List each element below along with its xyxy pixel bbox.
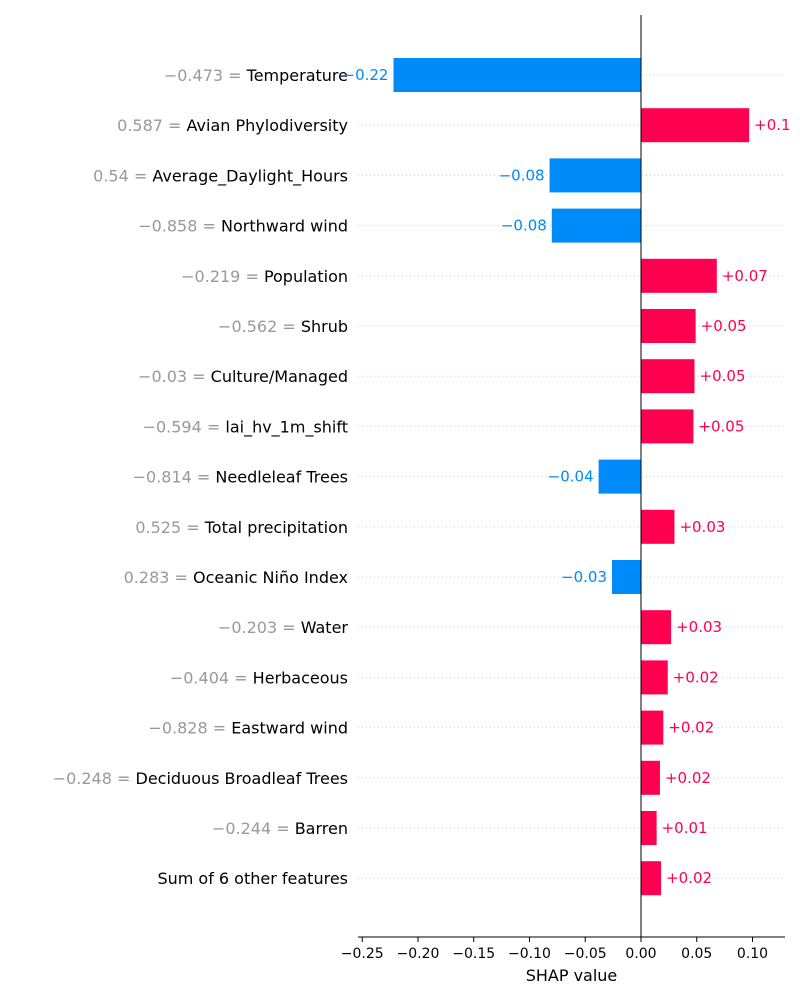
x-tick-label: −0.10: [508, 946, 551, 962]
bar-value-label: +0.05: [700, 367, 746, 385]
feature-label: −0.858 = Northward wind: [138, 217, 348, 236]
feature-label: 0.587 = Avian Phylodiversity: [117, 116, 348, 135]
feature-value: −0.562 =: [218, 317, 301, 336]
feature-name: Avian Phylodiversity: [187, 116, 348, 135]
feature-value: −0.594 =: [143, 417, 226, 436]
bar: [641, 811, 657, 845]
feature-value: −0.219 =: [181, 267, 264, 286]
feature-value: 0.283 =: [124, 568, 193, 587]
bar-value-label: +0.03: [676, 618, 722, 636]
bar: [641, 258, 717, 293]
bar-value-label: +0.1: [754, 116, 790, 134]
feature-label: −0.244 = Barren: [212, 819, 348, 838]
bar-value-label: +0.01: [662, 819, 708, 837]
feature-name: Eastward wind: [231, 719, 348, 738]
bar-value-label: +0.02: [673, 668, 719, 686]
bar: [551, 208, 641, 243]
feature-name: Average_Daylight_Hours: [152, 166, 348, 186]
bar-value-label: −0.22: [343, 66, 389, 84]
feature-label: −0.562 = Shrub: [218, 317, 348, 336]
x-tick-label: −0.15: [452, 946, 495, 962]
feature-value: −0.473 =: [164, 66, 247, 85]
x-tick-label: 0.10: [737, 946, 768, 962]
feature-name: Deciduous Broadleaf Trees: [136, 769, 349, 788]
feature-label: −0.404 = Herbaceous: [170, 668, 348, 687]
feature-value: −0.858 =: [138, 217, 221, 236]
feature-value: −0.814 =: [133, 468, 216, 487]
feature-label: 0.525 = Total precipitation: [135, 518, 348, 537]
feature-label: −0.203 = Water: [218, 618, 349, 637]
bar: [549, 158, 641, 193]
bar: [641, 710, 664, 745]
feature-label: −0.473 = Temperature: [164, 66, 348, 85]
x-tick-label: −0.20: [397, 946, 440, 962]
feature-label: −0.814 = Needleleaf Trees: [133, 468, 348, 487]
bar-value-label: +0.05: [701, 317, 747, 335]
feature-label: −0.248 = Deciduous Broadleaf Trees: [53, 769, 348, 788]
bar: [641, 359, 695, 394]
feature-label: 0.283 = Oceanic Niño Index: [124, 568, 348, 587]
feature-value: −0.248 =: [53, 769, 136, 788]
x-tick-label: 0.05: [681, 946, 712, 962]
bar: [641, 509, 675, 544]
x-axis-label: SHAP value: [526, 966, 618, 985]
feature-name: Oceanic Niño Index: [193, 568, 348, 587]
feature-value: −0.203 =: [218, 618, 301, 637]
feature-value: −0.03 =: [138, 367, 211, 386]
bar-value-label: +0.03: [679, 518, 725, 536]
feature-label: −0.219 = Population: [181, 267, 348, 286]
feature-value: 0.54 =: [93, 166, 152, 185]
x-tick-label: −0.25: [341, 946, 384, 962]
feature-name: Temperature: [246, 66, 348, 85]
feature-label: −0.03 = Culture/Managed: [138, 367, 348, 386]
bar-value-label: +0.02: [666, 869, 712, 887]
bar: [393, 58, 641, 92]
feature-label: −0.828 = Eastward wind: [148, 719, 348, 738]
feature-label: Sum of 6 other features: [157, 869, 348, 888]
bar: [641, 760, 660, 795]
bar-value-label: +0.05: [698, 417, 744, 435]
feature-value: 0.525 =: [135, 518, 204, 537]
bar: [641, 309, 696, 343]
bars: [393, 58, 750, 896]
x-tick-label: 0.00: [625, 946, 656, 962]
bar: [641, 610, 672, 645]
feature-value: −0.828 =: [148, 719, 231, 738]
feature-name: Water: [301, 618, 349, 637]
feature-value: −0.404 =: [170, 668, 253, 687]
bar-value-label: −0.08: [501, 217, 547, 235]
bar-value-label: −0.03: [561, 568, 607, 586]
feature-name: Total precipitation: [204, 518, 348, 537]
bar: [612, 560, 641, 594]
bar-value-label: +0.02: [665, 769, 711, 787]
bar: [598, 459, 641, 494]
feature-value: −0.244 =: [212, 819, 295, 838]
bar-value-label: +0.07: [722, 267, 768, 285]
bar: [641, 409, 694, 444]
bar-value-labels: −0.22 +0.1 −0.08 −0.08 +0.07 +0.05 +0.05 +0.05 −…: [343, 66, 791, 887]
feature-name: Barren: [295, 819, 348, 838]
feature-label: −0.594 = lai_hv_1m_shift: [143, 417, 348, 437]
feature-name: Culture/Managed: [211, 367, 348, 386]
feature-name: Population: [264, 267, 348, 286]
feature-name: Shrub: [301, 317, 348, 336]
bar-value-label: −0.04: [548, 468, 594, 486]
feature-name: Northward wind: [221, 217, 348, 236]
bar: [641, 660, 668, 695]
bar-value-label: −0.08: [499, 166, 545, 184]
x-axis: −0.25 −0.20 −0.15 −0.10 −0.05 0.00 0.05 0.10: [341, 936, 785, 962]
bar: [641, 108, 750, 143]
bar: [641, 861, 662, 896]
feature-name: lai_hv_1m_shift: [225, 417, 348, 437]
x-tick-label: −0.05: [564, 946, 607, 962]
feature-name: Herbaceous: [253, 668, 348, 687]
feature-name: Needleleaf Trees: [215, 468, 348, 487]
feature-value: 0.587 =: [117, 116, 186, 135]
feature-labels: −0.473 = Temperature 0.587 = Avian Phylod…: [53, 66, 349, 888]
feature-label: 0.54 = Average_Daylight_Hours: [93, 166, 348, 186]
bar-value-label: +0.02: [668, 719, 714, 737]
feature-name: Sum of 6 other features: [157, 869, 348, 888]
